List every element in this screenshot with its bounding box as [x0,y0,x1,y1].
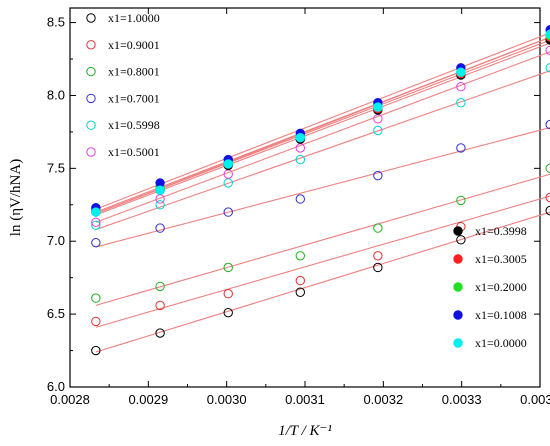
fit-line [95,32,550,210]
fit-line [95,36,550,215]
data-point [295,194,305,204]
data-point [223,307,233,318]
legend-marker [453,338,463,348]
data-point [91,316,101,327]
legend-marker [453,282,463,292]
data-points [91,25,550,356]
x-tick-label: 0.0028 [50,392,90,407]
data-point [545,163,550,174]
fit-line [95,173,550,306]
legend-marker [453,226,463,236]
fit-line [95,42,550,216]
data-point [295,133,305,143]
x-axis-ticks: 0.0028 0.0029 0.0030 0.0031 0.0032 0.0033 0.00… [50,8,550,407]
fit-line [95,51,550,223]
legend-label: x1=1.0000 [108,11,160,25]
fit-line [95,127,550,248]
data-point [155,223,165,233]
data-point [91,237,101,248]
fit-line [95,211,550,353]
data-point [223,262,233,273]
y-tick-label: 6.0 [47,379,65,394]
data-point [456,82,466,92]
legend-label: x1=0.5998 [108,118,160,132]
data-point [91,217,101,227]
data-point [545,119,550,130]
y-tick-label: 7.0 [47,233,65,248]
y-tick-label: 7.5 [47,160,65,175]
legend-marker [86,13,96,23]
x-tick-label: 0.0031 [285,392,325,407]
data-point [91,207,101,217]
data-point [155,300,165,311]
data-point [545,205,550,216]
data-point [373,251,383,261]
legend-label: x1=0.3998 [475,224,527,238]
data-point [223,207,233,217]
data-point [155,200,165,210]
data-point [155,281,165,292]
legend-marker [86,147,96,157]
x-tick-label: 0.0034 [520,392,550,407]
x-tick-label: 0.0029 [128,392,168,407]
x-tick-label: 0.0030 [207,392,247,407]
data-point [545,63,550,73]
legend-label: x1=0.9001 [108,38,160,52]
legend-marker [86,40,96,50]
data-point [91,293,101,303]
data-point [456,195,466,206]
data-point [373,125,383,136]
legend: x1=1.0000 x1=0.9001 x1=0.8001 x1=0.7001 x1=0… [86,11,527,350]
legend-marker [453,310,463,320]
data-point [373,262,383,273]
data-point [223,159,233,169]
data-point [223,289,233,299]
data-point [456,235,466,245]
y-axis-label: ln (ηV/hNA) [8,159,24,236]
data-point [373,102,383,112]
legend-label: x1=0.8001 [108,65,160,79]
data-point [545,29,550,39]
x-axis-label: 1/T / K⁻¹ [278,423,332,439]
legend-label: x1=0.2000 [475,280,527,294]
data-point [373,170,383,181]
data-point [373,223,383,233]
x-tick-label: 0.0032 [363,392,403,407]
legend-marker [453,254,463,264]
data-point [456,98,466,108]
data-point [456,143,466,153]
legend-label: x1=0.1008 [475,308,527,322]
fit-line [95,195,550,328]
y-axis-ticks: 6.0 6.5 7.0 7.5 8.0 8.5 [47,15,540,394]
legend-label: x1=0.3005 [475,252,527,266]
legend-label: x1=0.7001 [108,91,160,105]
data-point [456,67,466,77]
legend-label: x1=0.0000 [475,336,527,350]
data-point [295,154,305,165]
fit-lines [95,32,550,353]
data-point [295,251,305,261]
data-point [295,287,305,297]
data-point [155,328,165,338]
data-point [91,345,101,356]
legend-marker [86,66,96,77]
y-tick-label: 6.5 [47,306,65,321]
data-point [545,45,550,55]
data-point [545,192,550,203]
fit-line [95,70,550,231]
y-tick-label: 8.5 [47,15,65,30]
data-point [155,185,165,195]
y-tick-label: 8.0 [47,87,65,102]
legend-marker [86,120,96,130]
legend-label: x1=0.5001 [108,145,160,159]
data-point [91,220,101,230]
data-point [295,275,305,286]
x-tick-label: 0.0033 [442,392,482,407]
legend-marker [86,93,96,104]
